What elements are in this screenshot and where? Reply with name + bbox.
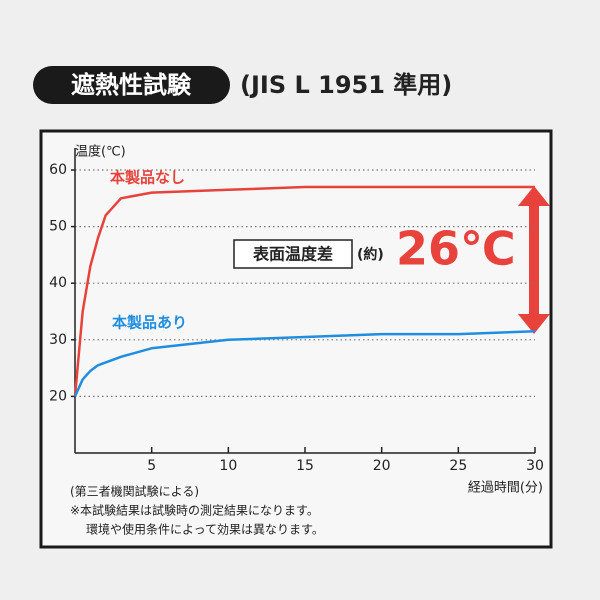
y-tick-label: 40 — [49, 275, 67, 291]
y-tick-label: 20 — [49, 388, 67, 404]
y-tick-label: 30 — [49, 332, 67, 348]
series-line — [73, 330, 536, 397]
note: 環境や使用条件によって効果は異なります。 — [86, 522, 324, 537]
note: ※本試験結果は試験時の測定結果になります。 — [70, 503, 319, 518]
chart-subtitle: (JIS L 1951 準用) — [240, 71, 452, 99]
difference-arrow — [518, 186, 550, 334]
x-tick-label: 15 — [296, 458, 314, 474]
x-tick-label: 30 — [526, 458, 544, 474]
y-tick-label: 50 — [49, 219, 67, 235]
x-tick-label: 20 — [373, 458, 391, 474]
y-axis-label: 温度(℃) — [75, 144, 126, 160]
series-line — [73, 185, 535, 397]
annotation-label: 表面温度差 — [252, 245, 333, 264]
annotation-approx: (約) — [357, 246, 384, 263]
x-axis-label: 経過時間(分) — [468, 481, 543, 496]
series-label: 本製品あり — [112, 314, 187, 332]
frame — [39, 129, 553, 549]
chart-title: 遮熱性試験 — [71, 71, 192, 99]
title-pill — [33, 66, 230, 104]
x-tick-label: 5 — [147, 458, 156, 474]
x-tick-label: 10 — [219, 458, 237, 474]
annotation-value: 26℃ — [396, 222, 516, 276]
y-tick-label: 60 — [49, 162, 67, 178]
series-label: 本製品なし — [110, 169, 185, 187]
annotation-box — [233, 239, 353, 269]
note: (第三者機関試験による) — [70, 484, 199, 499]
x-tick-label: 25 — [449, 458, 467, 474]
